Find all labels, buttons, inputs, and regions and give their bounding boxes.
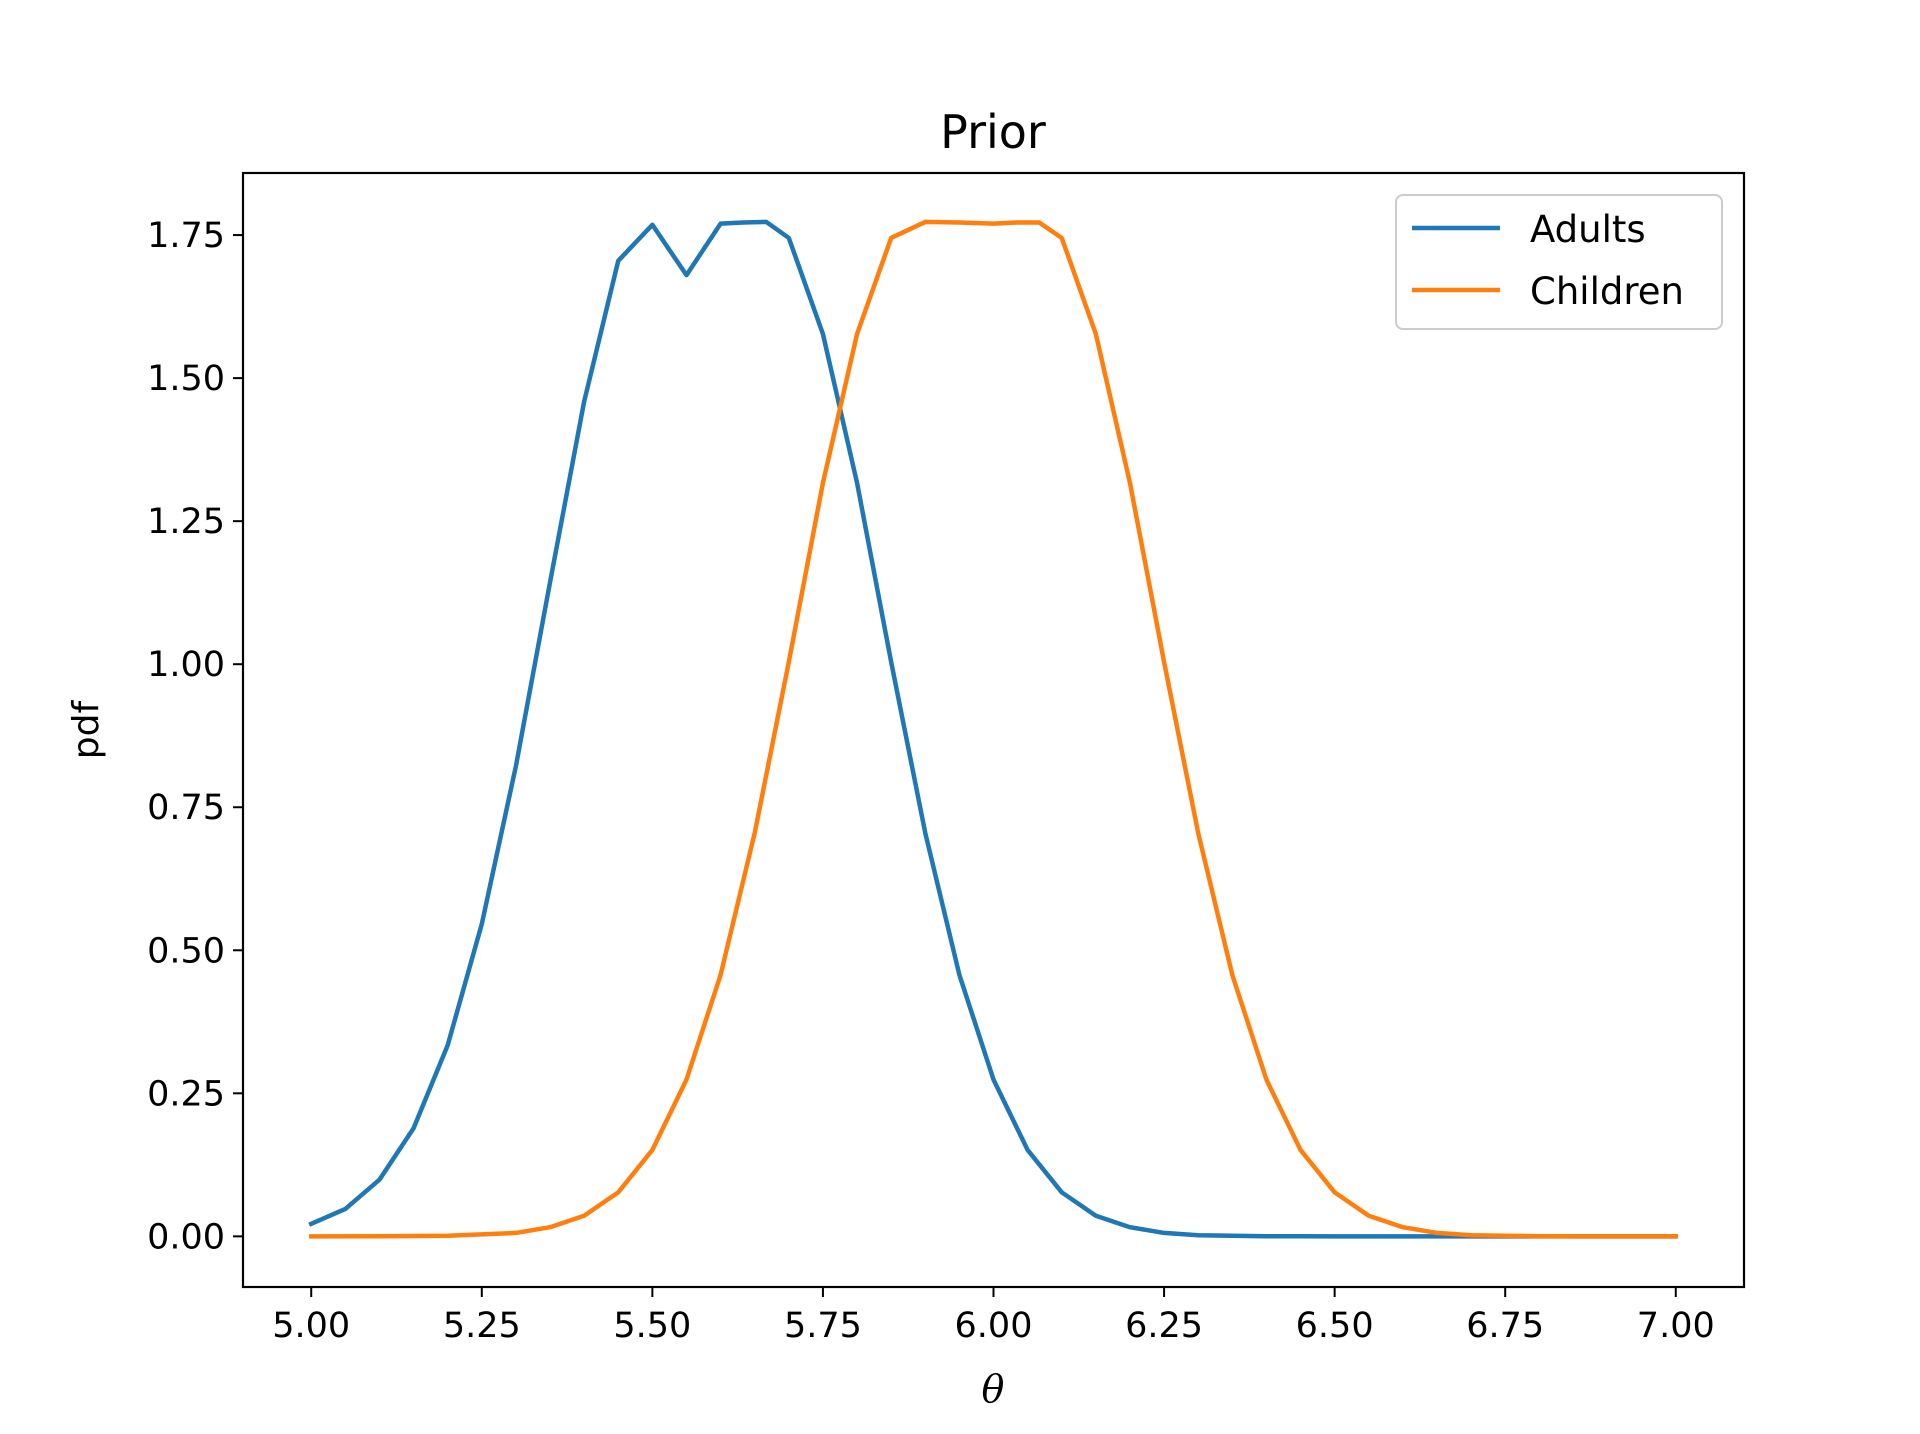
y-axis-label: pdf: [66, 699, 107, 759]
series-group: [308, 219, 1679, 1239]
x-tick-label: 6.25: [1125, 1306, 1203, 1346]
y-tick-label: 1.25: [147, 502, 225, 542]
x-tick-label: 5.25: [443, 1306, 521, 1346]
y-tick-label: 0.50: [147, 931, 225, 971]
y-tick-label: 1.75: [147, 216, 225, 256]
legend: Adults Children: [1395, 194, 1723, 330]
series-line-children: [308, 219, 1679, 1239]
y-tick-label: 0.25: [147, 1074, 225, 1114]
x-tick-label: 5.00: [272, 1306, 350, 1346]
y-tick-label: 0.00: [147, 1217, 225, 1257]
y-tick-label: 1.00: [147, 645, 225, 685]
x-axis-ticks: 5.00 5.25 5.50 5.75 6.00 6.25 6.50 6.75 7.00: [272, 1287, 1715, 1346]
y-tick-label: 1.50: [147, 359, 225, 399]
legend-label-adults: Adults: [1530, 208, 1646, 251]
x-tick-label: 5.50: [613, 1306, 691, 1346]
y-axis-ticks: 0.00 0.25 0.50 0.75 1.00 1.25 1.50 1.75: [147, 216, 243, 1257]
x-tick-label: 6.75: [1466, 1306, 1544, 1346]
x-axis-label: θ: [982, 1367, 1005, 1411]
x-tick-label: 5.75: [784, 1306, 862, 1346]
x-tick-label: 6.00: [955, 1306, 1033, 1346]
series-line-adults: [308, 219, 1679, 1239]
x-tick-label: 7.00: [1637, 1306, 1715, 1346]
legend-label-children: Children: [1530, 270, 1684, 313]
chart-title: Prior: [940, 105, 1046, 159]
y-tick-label: 0.75: [147, 788, 225, 828]
x-tick-label: 6.50: [1296, 1306, 1374, 1346]
